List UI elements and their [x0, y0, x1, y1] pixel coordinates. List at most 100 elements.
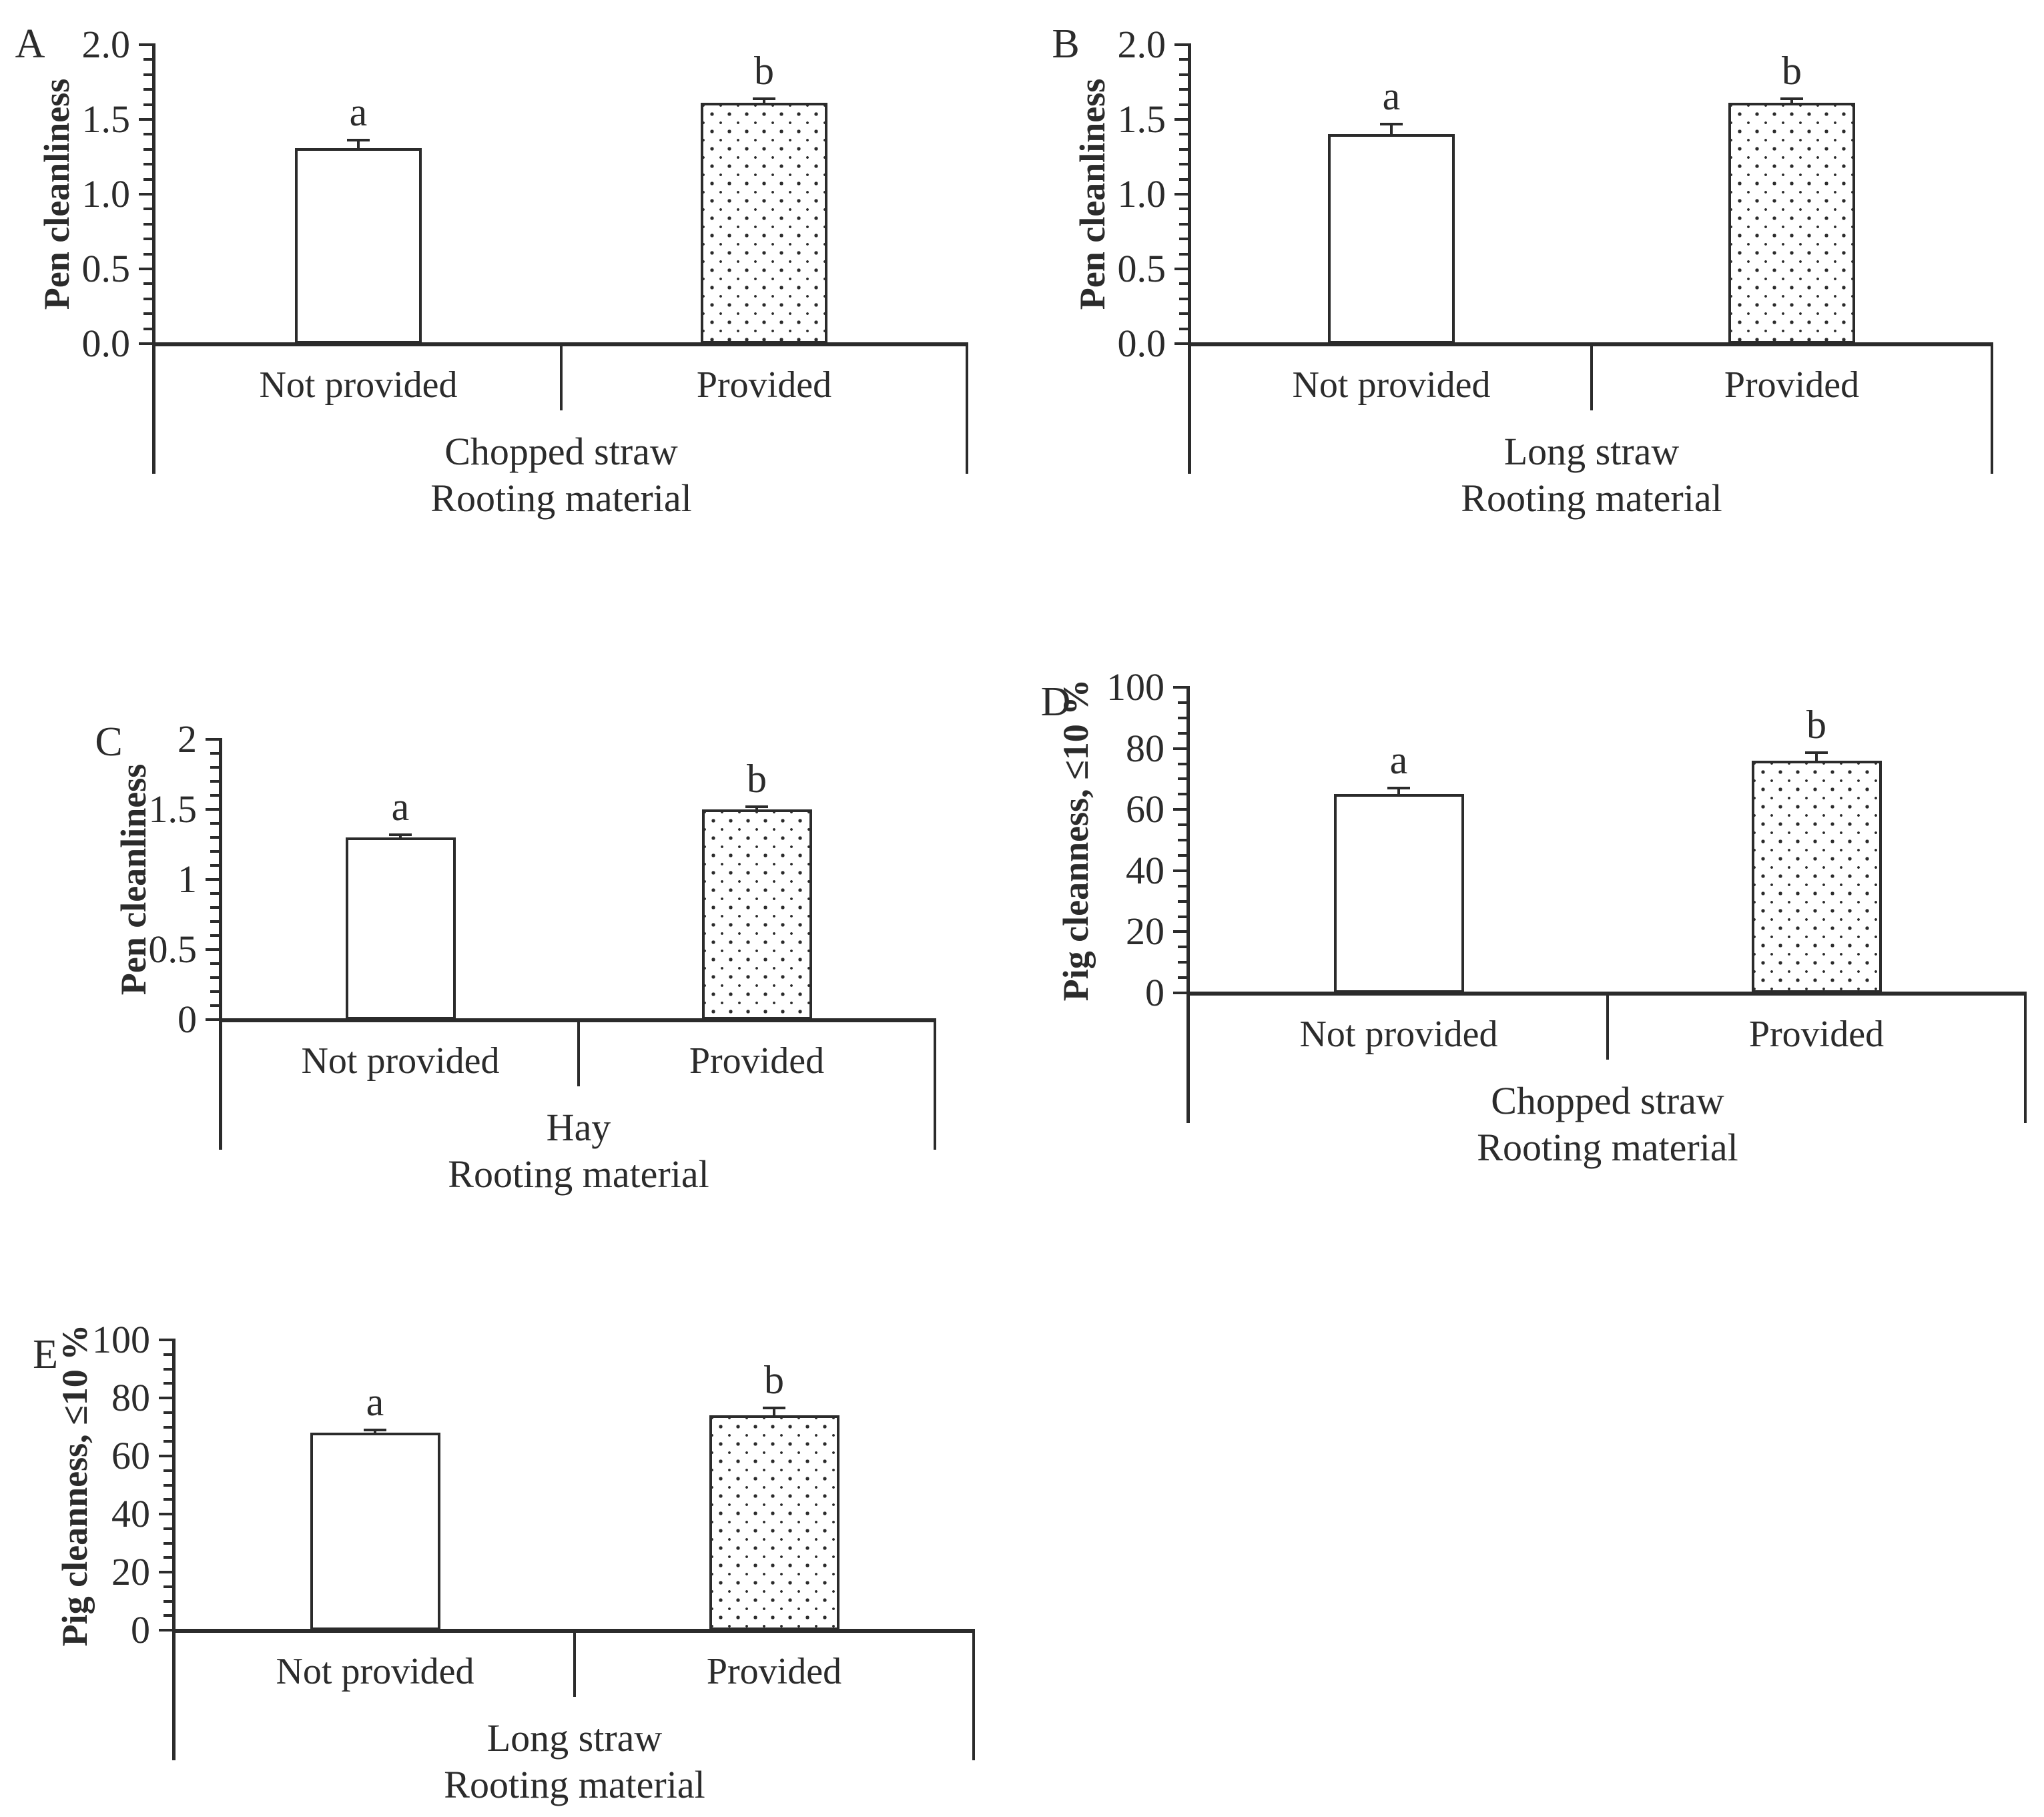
y-tick-minor [210, 780, 219, 783]
category-label: Provided [706, 1651, 842, 1692]
y-axis-line [219, 738, 222, 1150]
y-tick-minor [210, 836, 219, 839]
y-tick-minor [1178, 976, 1186, 980]
y-tick-major [206, 808, 219, 811]
y-tick-minor [210, 850, 219, 853]
error-bar-cap [1805, 751, 1828, 755]
y-axis-line [1186, 686, 1190, 1123]
y-tick-major [139, 43, 152, 46]
bar-provided [1728, 103, 1855, 344]
axis-frame-right-edge [972, 1630, 975, 1760]
y-tick-minor [163, 1440, 172, 1443]
y-tick-minor [163, 1599, 172, 1603]
y-tick-minor [163, 1614, 172, 1617]
error-bar-line [399, 834, 402, 837]
category-label: Provided [689, 1040, 825, 1082]
y-tick-label: 2.0 [1117, 23, 1166, 66]
y-tick-major [206, 738, 219, 741]
category-divider [577, 1020, 580, 1086]
y-tick-minor [210, 864, 219, 867]
y-axis-line [172, 1339, 176, 1760]
y-tick-minor [1178, 884, 1186, 887]
y-tick-minor [1179, 327, 1188, 330]
y-tick-major [159, 1455, 172, 1457]
y-tick-minor [210, 892, 219, 895]
y-tick-major [1174, 268, 1188, 270]
x-axis-title: Rooting material [430, 476, 692, 520]
y-tick-minor [210, 962, 219, 965]
y-tick-label: 1.0 [81, 172, 131, 216]
y-tick-minor [1178, 731, 1186, 735]
y-tick-label: 1.5 [81, 97, 131, 141]
y-tick-minor [1179, 238, 1188, 241]
y-tick-minor [143, 222, 152, 226]
category-label: Provided [1748, 1014, 1885, 1055]
y-tick-minor [163, 1556, 172, 1559]
y-tick-minor [143, 88, 152, 91]
group-label: Long straw [1503, 430, 1680, 473]
significance-letter: b [1806, 703, 1826, 747]
y-tick-minor [210, 752, 219, 755]
category-label: Not provided [1299, 1014, 1498, 1055]
y-tick-label: 0.0 [81, 322, 131, 365]
y-tick-minor [143, 163, 152, 166]
y-tick-label: 60 [111, 1434, 150, 1477]
y-axis-line [1188, 43, 1191, 474]
y-tick-minor [1179, 163, 1188, 166]
y-tick-minor [1179, 73, 1188, 76]
y-tick-label: 60 [1126, 787, 1164, 831]
y-tick-label: 0 [1145, 971, 1164, 1014]
y-tick-major [139, 193, 152, 196]
y-tick-major [1173, 808, 1186, 811]
y-tick-minor [163, 1367, 172, 1371]
y-tick-minor [163, 1541, 172, 1545]
bar-not-provided [345, 837, 456, 1020]
significance-letter: a [391, 784, 410, 829]
y-tick-label: 1 [178, 857, 197, 901]
y-tick-minor [1179, 58, 1188, 61]
category-divider [1606, 993, 1609, 1060]
error-bar-line [755, 806, 758, 809]
error-bar-cap [1380, 122, 1403, 125]
y-axis-title: Pig cleanness, ≤10 % [55, 1324, 95, 1647]
y-tick-major [1174, 43, 1188, 46]
significance-letter: a [366, 1379, 384, 1424]
significance-letter: a [1382, 73, 1401, 118]
y-tick-minor [1179, 147, 1188, 151]
y-tick-minor [1178, 899, 1186, 903]
y-tick-minor [1178, 701, 1186, 704]
y-tick-label: 2.0 [81, 23, 131, 66]
y-tick-minor [210, 906, 219, 909]
bar-not-provided [1333, 794, 1464, 993]
category-label: Not provided [301, 1040, 500, 1082]
category-divider [560, 344, 563, 410]
y-tick-minor [210, 976, 219, 979]
y-tick-minor [143, 73, 152, 76]
y-tick-minor [143, 327, 152, 330]
y-tick-major [159, 1513, 172, 1515]
y-tick-minor [163, 1382, 172, 1385]
y-tick-major [1173, 869, 1186, 872]
y-tick-minor [210, 920, 219, 923]
y-tick-minor [163, 1469, 172, 1472]
y-tick-minor [143, 208, 152, 211]
group-label: Long straw [486, 1716, 663, 1760]
y-tick-major [159, 1397, 172, 1399]
x-axis-title: Rooting material [1461, 476, 1722, 520]
error-bar-line [1815, 753, 1818, 761]
y-tick-minor [1178, 853, 1186, 857]
x-axis-title: Rooting material [444, 1763, 705, 1806]
category-label: Provided [1724, 364, 1860, 406]
error-bar-cap [347, 139, 370, 142]
y-tick-major [139, 268, 152, 270]
y-tick-minor [1179, 282, 1188, 286]
y-tick-major [1174, 193, 1188, 196]
y-tick-label: 0.5 [81, 247, 131, 290]
panel-label: B [1052, 21, 1080, 67]
panel-label: A [15, 21, 45, 67]
